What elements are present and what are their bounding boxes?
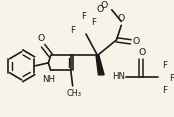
Text: F: F (162, 61, 167, 70)
Text: CH₃: CH₃ (66, 89, 81, 98)
Text: F: F (70, 26, 75, 35)
Text: O: O (101, 1, 108, 10)
Text: F: F (91, 18, 96, 27)
Text: O: O (133, 37, 140, 46)
Text: O: O (97, 5, 104, 14)
Polygon shape (96, 55, 104, 75)
Text: F: F (162, 86, 167, 95)
Text: NH: NH (42, 75, 55, 84)
Text: F: F (82, 12, 87, 21)
Text: F: F (169, 74, 174, 83)
Text: O: O (118, 14, 125, 23)
Text: HN: HN (112, 72, 125, 81)
Text: O: O (139, 48, 146, 57)
Text: O: O (38, 34, 45, 43)
